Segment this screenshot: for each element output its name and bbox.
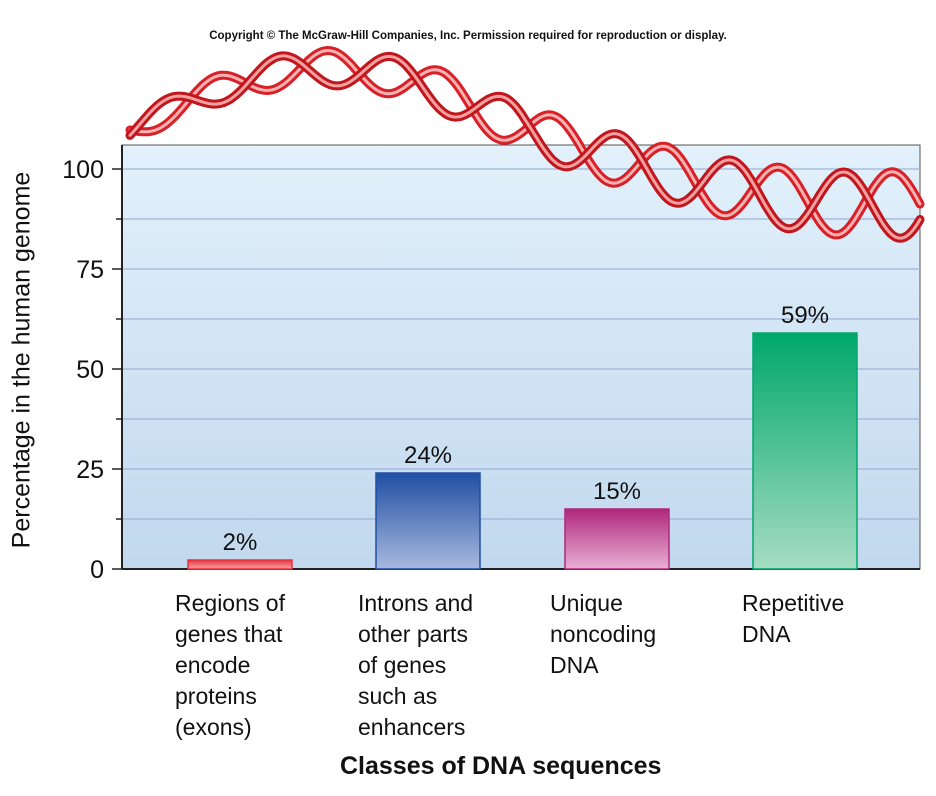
- x-category-label-line: DNA: [550, 652, 599, 678]
- y-tick-label: 75: [76, 256, 104, 284]
- dna-strand-highlight: [128, 48, 922, 237]
- x-category-label: Introns and other parts of genes such as enh…: [358, 588, 528, 743]
- x-category-label-line: encode: [175, 652, 251, 678]
- bar: [752, 332, 858, 570]
- bar: [564, 508, 670, 570]
- x-axis-label: Classes of DNA sequences: [340, 752, 662, 780]
- x-category-label-line: Regions of: [175, 590, 285, 616]
- x-category-label: Regions of genes that encode proteins (exons…: [175, 588, 345, 743]
- bar: [187, 559, 293, 570]
- x-category-label-line: other parts: [358, 621, 468, 647]
- y-tick-label: 25: [76, 456, 104, 484]
- x-category-label-line: proteins: [175, 683, 257, 709]
- x-category-label-line: noncoding: [550, 621, 657, 647]
- dna-strand-highlight: [128, 54, 922, 240]
- dna-helix-illustration: [125, 45, 925, 243]
- x-category-label-line: DNA: [742, 621, 791, 647]
- axes: 0 25 50 75 100: [62, 145, 920, 584]
- x-category-label-line: genes that: [175, 621, 283, 647]
- copyright-notice: Copyright © The McGraw-Hill Companies, I…: [209, 30, 727, 42]
- x-category-label: Unique noncoding DNA: [550, 588, 720, 681]
- y-tick-label: 0: [90, 556, 104, 584]
- x-category-label-line: Unique: [550, 590, 623, 616]
- x-category-label-line: Repetitive: [742, 590, 845, 616]
- y-tick-label: 100: [62, 156, 104, 184]
- data-label: 59%: [781, 302, 829, 329]
- x-category-label-line: of genes: [358, 652, 447, 678]
- y-axis-label: Percentage in the human genome: [7, 171, 36, 549]
- bar: [375, 472, 481, 570]
- x-category-label-line: (exons): [175, 714, 252, 740]
- x-category-label-line: such as: [358, 683, 438, 709]
- data-label: 2%: [223, 529, 258, 556]
- data-label: 15%: [593, 478, 641, 505]
- x-category-label-line: enhancers: [358, 714, 466, 740]
- y-tick-label: 50: [76, 356, 104, 384]
- x-category-label-line: Introns and: [358, 590, 474, 616]
- x-category-label: Repetitive DNA: [742, 588, 912, 650]
- bars: 2% 24% 15% 59%: [187, 302, 858, 570]
- data-label: 24%: [404, 442, 452, 469]
